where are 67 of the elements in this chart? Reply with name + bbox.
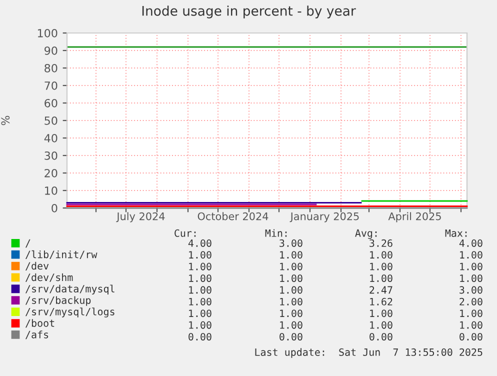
legend-label: /srv/data/mysql [26, 284, 114, 294]
legend-label: /lib/init/rw [26, 250, 98, 260]
x-tick-label: October 2024 [198, 212, 268, 220]
text: 4.00 [459, 239, 482, 247]
y-tick-label: 40 [44, 134, 58, 142]
legend-label: /srv/backup [26, 296, 91, 306]
text: 1.00 [370, 274, 392, 282]
text: 2.47 [370, 286, 392, 294]
text: Cur: [174, 229, 196, 237]
text: 1.00 [189, 251, 212, 259]
text: 1.00 [189, 321, 212, 329]
y-tick-label: 80 [44, 64, 58, 72]
text: 1.00 [189, 286, 212, 294]
y-tick-label: 50 [44, 116, 58, 125]
y-tick-label: 20 [44, 168, 58, 178]
text: 1.00 [280, 310, 302, 318]
legend-label: /afs [26, 330, 48, 340]
legend-label: /srv/mysql/logs [26, 308, 114, 318]
text: 0.00 [460, 332, 482, 341]
text: 3.26 [370, 239, 392, 247]
y-tick-label: 10 [45, 186, 58, 195]
y-tick-label: 70 [44, 81, 58, 90]
text: 1.00 [189, 262, 212, 270]
y-tick-label: 100 [38, 28, 58, 38]
text: 1.00 [280, 321, 302, 329]
text: 1.00 [370, 251, 392, 259]
text: 1.62 [370, 298, 392, 306]
text: 2.00 [460, 298, 482, 306]
text: 1.00 [189, 274, 212, 282]
x-tick-label: January 2025 [290, 212, 359, 222]
legend-label: / [26, 239, 30, 248]
y-tick-label: 60 [44, 98, 58, 108]
x-tick-label: April 2025 [388, 212, 441, 222]
text: 1.00 [460, 321, 482, 329]
text: 1.00 [189, 310, 212, 318]
legend-label: /dev [26, 262, 49, 270]
text: 1.00 [460, 310, 482, 318]
text: 1.00 [370, 321, 392, 329]
text: 0.00 [280, 332, 302, 341]
text: 1.00 [460, 251, 482, 259]
text: 1.00 [280, 298, 302, 306]
chart-title: Inode usage in percent - by year [142, 6, 356, 18]
x-tick-label: July 2024 [116, 212, 165, 222]
text: Avg: [355, 229, 377, 239]
text: 0.00 [370, 332, 392, 341]
text: 3.00 [460, 286, 482, 294]
y-tick-label: 0 [52, 204, 58, 212]
text: 1.00 [280, 274, 302, 282]
text: 1.00 [280, 262, 302, 270]
text: 1.00 [189, 298, 212, 306]
y-tick-label: 90 [44, 46, 58, 55]
text: 1.00 [460, 274, 482, 282]
y-tick-label: 30 [44, 151, 58, 160]
text: 1.00 [370, 262, 392, 270]
text: Min: [265, 229, 287, 237]
text: 1.00 [280, 286, 302, 294]
text: 3.00 [280, 239, 302, 247]
text: 4.00 [188, 239, 212, 247]
text: Max: [445, 229, 467, 237]
y-axis-title: % [1, 116, 10, 126]
text: 1.00 [280, 251, 302, 259]
text: 0.00 [188, 332, 212, 341]
legend-label: /dev/shm [26, 273, 73, 282]
text: Last update: Sat Jun 7 13:55:00 2025 [255, 348, 482, 358]
text: 1.00 [370, 310, 392, 318]
text: 1.00 [460, 262, 482, 270]
legend-label: /boot [26, 319, 54, 328]
